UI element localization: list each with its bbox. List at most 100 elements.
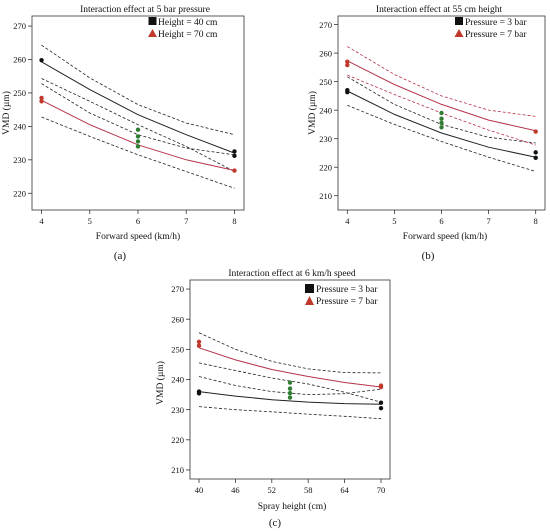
- confidence-band-lower: [347, 74, 536, 146]
- y-tick-label: 250: [171, 345, 184, 355]
- chart-panel-c: Interaction effect at 6 km/h speed VMD (…: [155, 268, 391, 529]
- confidence-band-upper: [41, 44, 235, 136]
- panel-label: (b): [422, 250, 435, 262]
- y-tick-label: 240: [319, 105, 332, 115]
- x-tick-label: 70: [377, 485, 386, 495]
- center-point: [287, 395, 293, 400]
- y-tick-label: 260: [171, 314, 184, 324]
- panel-label: (a): [114, 250, 127, 262]
- x-tick-label: 6: [439, 216, 443, 226]
- legend-entry-label: Height = 40 cm: [158, 18, 218, 28]
- data-point: [232, 168, 237, 173]
- data-point: [378, 384, 384, 390]
- x-tick-label: 8: [534, 216, 538, 226]
- chart-title: Interaction effect at 5 bar pressure: [80, 4, 210, 15]
- chart-panel-a: Interaction effect at 5 bar pressure VMD…: [1, 4, 245, 262]
- x-tick-label: 64: [340, 485, 349, 495]
- legend-marker-square: [305, 284, 314, 293]
- x-tick-label: 5: [392, 216, 396, 226]
- data-point: [39, 99, 44, 104]
- y-tick-label: 230: [171, 405, 184, 415]
- data-point: [378, 400, 384, 405]
- y-axis-label: VMD (µm): [155, 361, 166, 405]
- confidence-band-lower: [347, 104, 536, 172]
- x-tick-label: 40: [195, 485, 204, 495]
- confidence-band-lower: [198, 406, 382, 420]
- center-point: [135, 134, 141, 139]
- legend: Pressure = 3 bar Pressure = 7 bar: [305, 284, 378, 307]
- y-tick-label: 230: [319, 134, 332, 144]
- center-point: [135, 127, 141, 132]
- fitted-line: [198, 347, 382, 388]
- fitted-line: [347, 90, 536, 158]
- x-tick-label: 6: [136, 216, 140, 226]
- center-point: [135, 144, 141, 149]
- fitted-line: [198, 391, 382, 405]
- y-tick-label: 220: [319, 162, 332, 172]
- center-point: [439, 116, 444, 121]
- chart-title: Interaction effect at 6 km/h speed: [228, 268, 355, 279]
- x-tick-label: 7: [486, 216, 490, 226]
- confidence-band-upper: [198, 332, 382, 374]
- y-tick-label: 240: [171, 375, 184, 385]
- confidence-band-upper: [347, 46, 536, 117]
- legend: Pressure = 3 bar Pressure = 7 bar: [454, 17, 527, 40]
- legend-marker-triangle: [305, 296, 314, 305]
- legend-entry-label: Height = 70 cm: [158, 30, 218, 40]
- y-tick-label: 210: [171, 465, 184, 475]
- x-axis-label: Forward speed (km/h): [403, 231, 487, 242]
- data-point: [345, 89, 350, 95]
- y-tick-label: 260: [13, 55, 26, 65]
- data-point: [39, 57, 44, 63]
- data-point: [232, 149, 237, 154]
- data-point: [533, 155, 538, 160]
- legend-marker-square: [455, 17, 463, 25]
- panel-label: (c): [269, 517, 282, 529]
- x-axis-label: Spray height (cm): [258, 501, 327, 512]
- chart-marks: 210 220 230 240 250 260 270 4 5 6 7 8: [319, 20, 538, 226]
- y-axis-label: VMD (µm): [1, 91, 12, 135]
- data-point: [196, 343, 202, 348]
- data-point: [378, 405, 384, 411]
- center-point: [439, 120, 444, 126]
- center-point: [287, 380, 293, 385]
- legend-marker-square: [148, 17, 157, 25]
- fitted-line: [347, 60, 536, 132]
- data-point: [345, 62, 350, 68]
- x-tick-label: 7: [184, 216, 188, 226]
- x-tick-label: 58: [304, 485, 313, 495]
- y-tick-label: 230: [13, 155, 26, 165]
- y-tick-label: 210: [319, 191, 332, 201]
- confidence-band-upper: [41, 83, 235, 156]
- legend-marker-triangle: [454, 29, 464, 37]
- y-tick-label: 250: [13, 88, 26, 98]
- legend: Height = 40 cm Height = 70 cm: [148, 17, 218, 40]
- x-tick-label: 4: [39, 216, 44, 226]
- legend-marker-triangle: [148, 29, 157, 37]
- data-point: [196, 391, 202, 396]
- y-tick-label: 270: [319, 20, 332, 30]
- y-tick-label: 270: [171, 284, 184, 294]
- plot-frame: [189, 279, 391, 480]
- y-tick-label: 260: [319, 48, 332, 58]
- chart-marks: 220 230 240 250 260 270 4 5 6 7 8: [13, 21, 237, 226]
- x-tick-label: 52: [268, 485, 277, 495]
- y-axis-label: VMD (µm): [307, 91, 318, 135]
- legend-entry-label: Pressure = 7 bar: [465, 30, 527, 40]
- center-point: [287, 390, 293, 396]
- x-tick-label: 5: [88, 216, 92, 226]
- y-tick-label: 220: [171, 435, 184, 445]
- fitted-line: [41, 61, 235, 154]
- legend-entry-label: Pressure = 7 bar: [316, 297, 378, 307]
- y-tick-label: 250: [319, 77, 332, 87]
- data-point: [533, 129, 538, 134]
- confidence-band-lower: [41, 116, 235, 189]
- data-point: [345, 59, 350, 64]
- data-point: [39, 95, 44, 101]
- x-tick-label: 4: [345, 216, 350, 226]
- data-point: [533, 150, 538, 155]
- data-point: [196, 339, 202, 345]
- legend-entry-label: Pressure = 3 bar: [465, 18, 527, 28]
- x-tick-label: 46: [231, 485, 240, 495]
